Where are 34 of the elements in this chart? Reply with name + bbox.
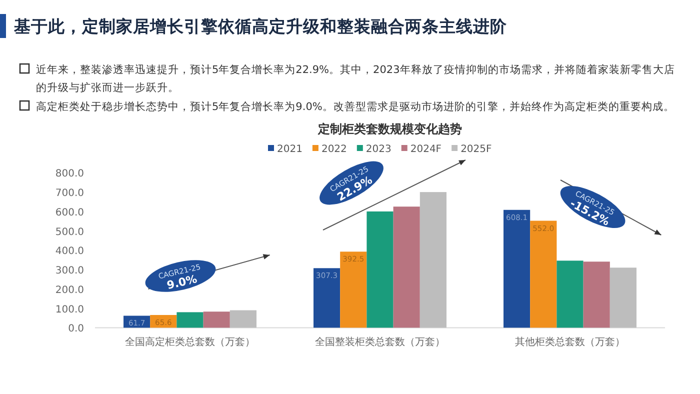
bar <box>610 268 636 328</box>
bar <box>230 310 256 328</box>
chart-title: 基于此，定制家居增长引擎依循高定升级和整装融合两条主线进阶 <box>13 17 508 36</box>
legend-label: 2022 <box>321 144 347 155</box>
bar <box>504 210 530 328</box>
bar <box>314 268 340 328</box>
bar <box>366 211 394 328</box>
y-tick-label: 0.0 <box>68 324 84 335</box>
legend-label: 2021 <box>277 144 302 155</box>
chart-subtitle: 定制柜类套数规模变化趋势 <box>317 122 462 136</box>
bar <box>176 312 204 328</box>
bar <box>203 312 230 328</box>
bar <box>530 220 557 328</box>
bar <box>583 262 610 328</box>
y-tick-label: 700.0 <box>55 188 84 200</box>
y-tick-label: 100.0 <box>55 304 84 316</box>
x-tick-label: 全国整装柜类总套数（万套） <box>315 336 445 348</box>
y-tick-label: 600.0 <box>55 207 84 218</box>
y-tick-label: 300.0 <box>55 266 84 277</box>
y-tick-label: 500.0 <box>55 226 84 238</box>
bar <box>340 252 367 328</box>
y-tick-label: 200.0 <box>55 284 84 296</box>
y-tick-label: 400.0 <box>55 246 84 258</box>
x-tick-label: 其他柜类总套数（万套） <box>515 336 625 348</box>
bar <box>393 206 420 328</box>
legend-label: 2025F <box>460 144 492 155</box>
x-tick-label: 全国高定柜类总套数（万套） <box>125 336 255 348</box>
legend-label: 2024F <box>410 144 442 155</box>
bar <box>420 192 446 328</box>
legend-label: 2023 <box>366 144 392 155</box>
bar <box>556 260 584 328</box>
text: 高定柜类处于稳步增长态势中，预计5年复合增长率为9.0%。改善型需求是驱动市场进阶的引擎，并始终作为高定柜类的重要构成。 <box>36 100 674 113</box>
text: 近年来，整装渗透率迅速提升，预计5年复合增长率为22.9%。其中，2023年释放了疫情抑制的市场需求，并将随着家装新零售大店的升级与扩张而进一步跃升。 <box>36 63 675 94</box>
y-tick-label: 800.0 <box>55 168 84 180</box>
